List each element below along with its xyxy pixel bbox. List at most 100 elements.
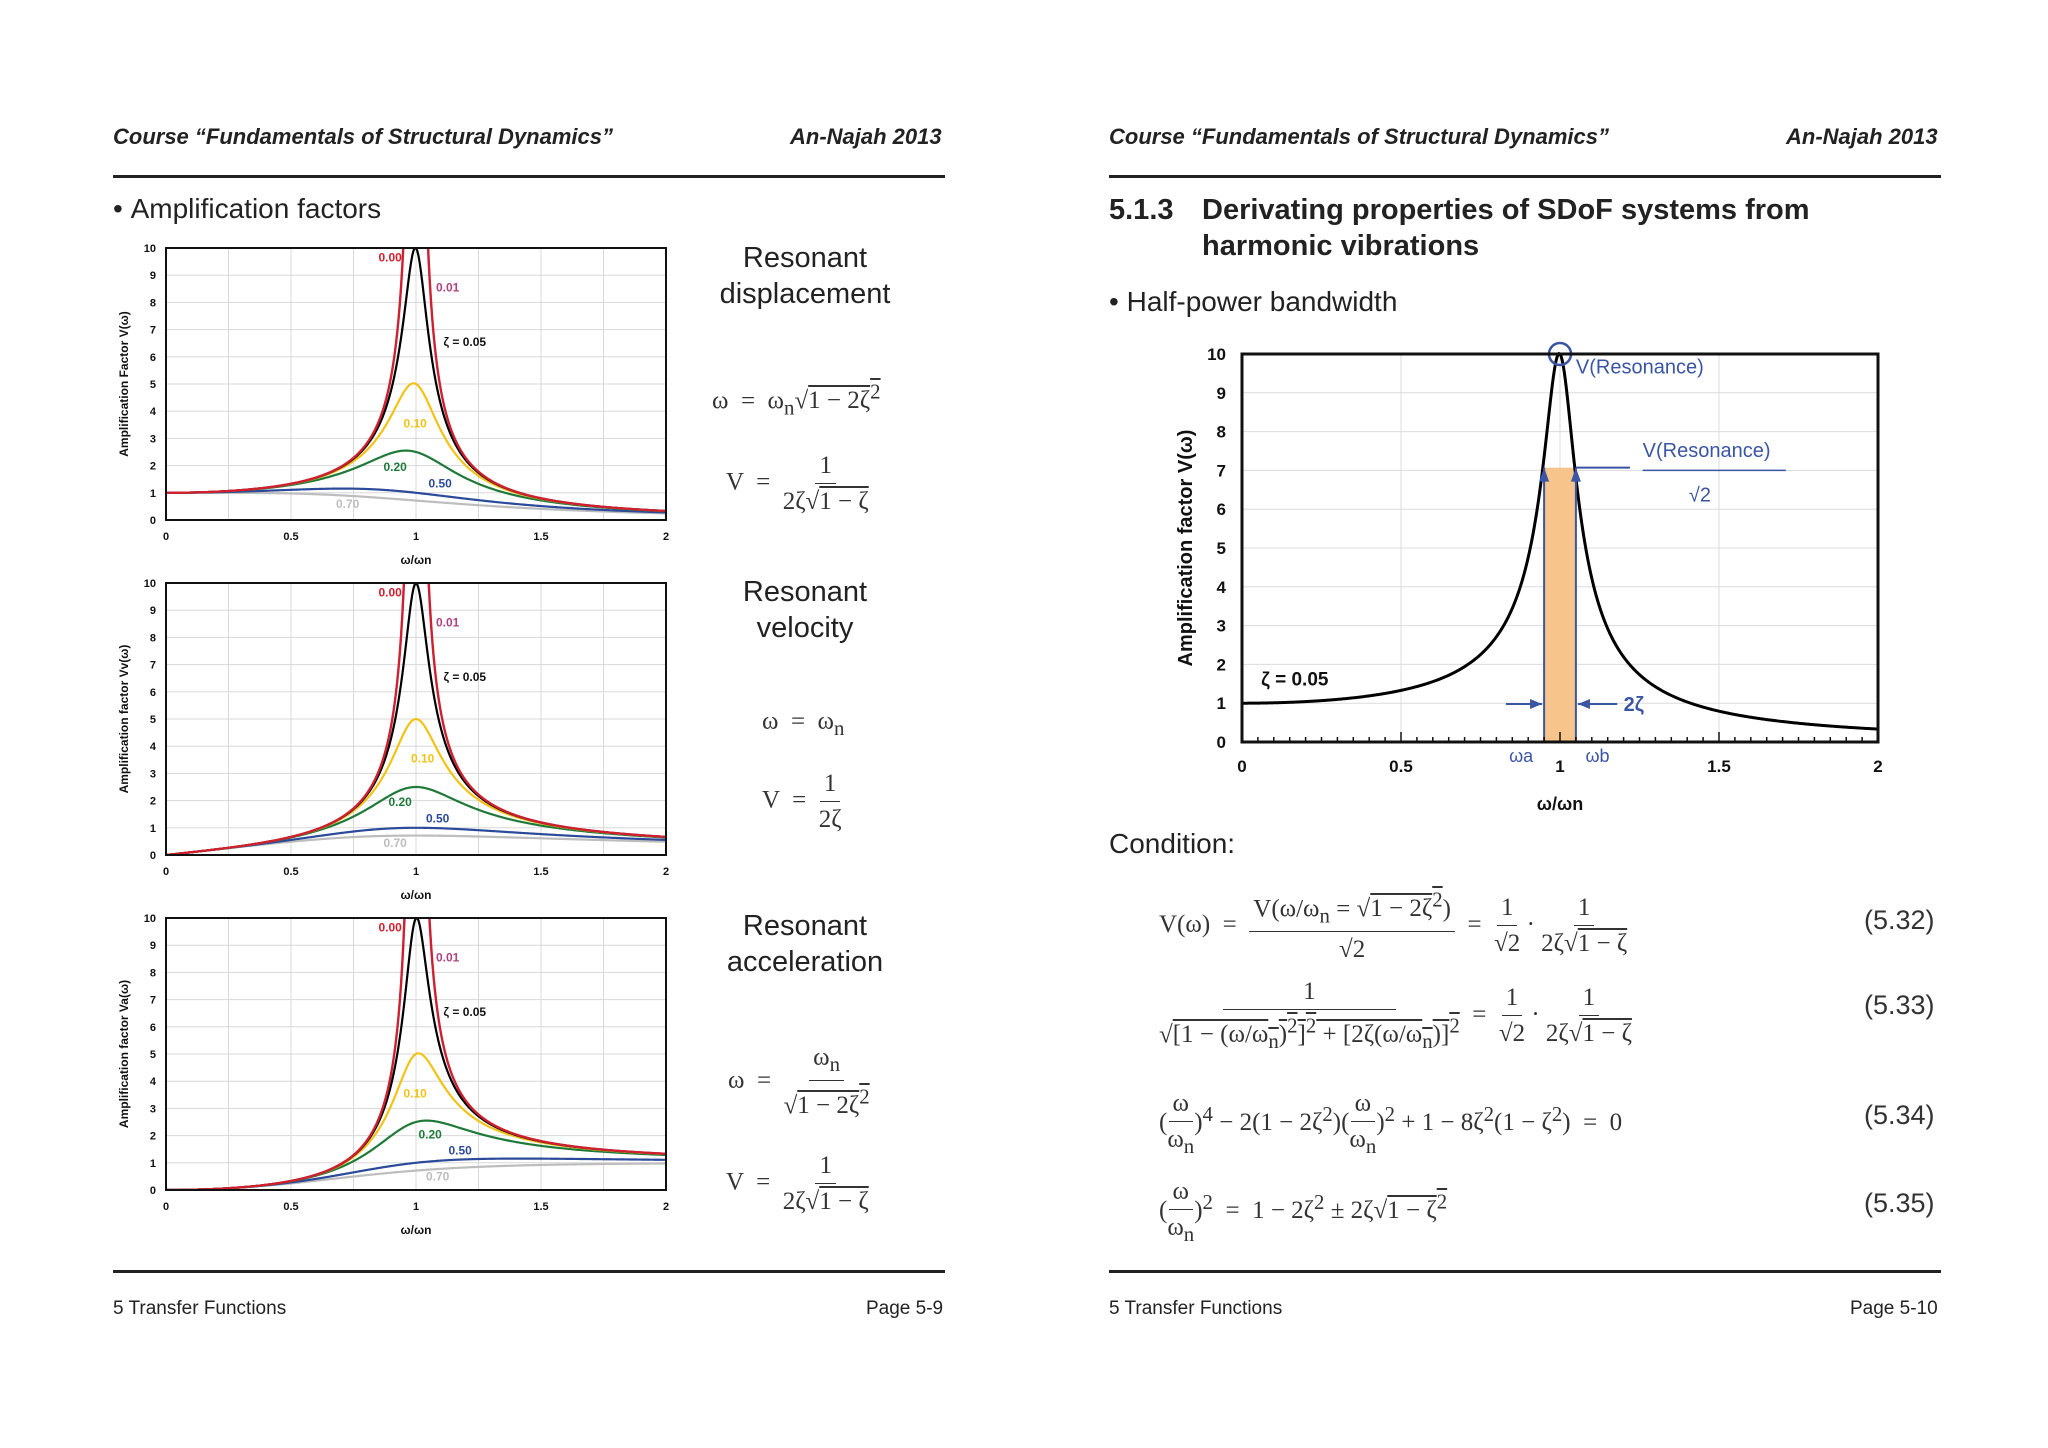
left-page: Course “Fundamentals of Structural Dynam… xyxy=(113,124,945,1319)
damping-label: 0.70 xyxy=(336,497,360,511)
arrow-head xyxy=(1539,467,1550,482)
eq-5-33: 1 √[1 − (ω/ωn)2]2 + [2ζ(ω/ωn)]2 = 1 √2 · 1… xyxy=(1159,978,1632,1054)
y-tick-label: 4 xyxy=(150,741,157,753)
eq-number-5-33: (5.33) xyxy=(1864,990,1935,1020)
damping-label: 0.20 xyxy=(389,795,413,809)
damping-label: 0.01 xyxy=(436,281,460,295)
y-tick-label: 2 xyxy=(150,1131,156,1143)
damping-label: 0.00 xyxy=(379,251,403,265)
right-header-right: An-Najah 2013 xyxy=(1786,124,1938,149)
y-tick-label: 2 xyxy=(1217,655,1226,674)
eq-5-35: (ω ωn)2 = 1 − 2ζ2 ± 2ζ√1 − ζ2 xyxy=(1159,1178,1448,1246)
y-tick-label: 8 xyxy=(150,967,156,979)
x-tick-label: 0.5 xyxy=(1389,757,1413,776)
y-tick-label: 0 xyxy=(150,1185,156,1197)
eq-number-5-32: (5.32) xyxy=(1864,905,1935,935)
right-footer-right: Page 5-10 xyxy=(1850,1298,1938,1319)
y-axis-label: Amplification Factor V(ω) xyxy=(117,311,131,456)
series-line-zeta-0.7 xyxy=(166,491,666,515)
y-tick-label: 10 xyxy=(144,243,156,255)
damping-label: ζ = 0.05 xyxy=(444,1005,487,1019)
x-tick-label: 0.5 xyxy=(283,531,298,543)
y-tick-label: 5 xyxy=(150,714,156,726)
left-footer-right: Page 5-9 xyxy=(866,1298,944,1319)
omega-a-label: ωa xyxy=(1509,746,1534,766)
label-acceleration-line1: Resonant xyxy=(742,910,868,942)
right-header-title: Course “Fundamentals of Structural Dynam… xyxy=(1109,124,1609,149)
y-tick-label: 0 xyxy=(150,515,156,527)
y-tick-label: 0 xyxy=(150,850,156,862)
damping-label: 0.20 xyxy=(384,460,408,474)
bandwidth-label: 2ζ xyxy=(1624,694,1644,716)
damping-label: 0.00 xyxy=(379,586,403,600)
velocity-chart: 0 1 2 3 4 5 6 7 8 9 10 0 0.5 1 1.5 2 ω/ωn Amplification f… xyxy=(117,578,669,902)
x-axis-label: ω/ωn xyxy=(401,553,432,567)
y-axis-label: Amplification factor Va(ω) xyxy=(117,980,131,1128)
right-footer-rule xyxy=(1109,1270,1941,1273)
series-line-zeta-0 xyxy=(166,248,666,513)
y-tick-label: 10 xyxy=(144,578,156,590)
eq-acc-v: V = 1 2ζ√1 − ζ xyxy=(726,1152,869,1215)
y-tick-label: 4 xyxy=(150,1076,157,1088)
left-footer-rule xyxy=(113,1270,945,1273)
label-displacement: Resonant displacement xyxy=(700,240,910,312)
y-tick-label: 3 xyxy=(150,433,156,445)
eq-disp-omega: ω = ωn√1 − 2ζ2 xyxy=(712,380,881,420)
x-axis-label: ω/ωn xyxy=(1537,794,1583,814)
left-bullet-text: Amplification factors xyxy=(130,193,382,224)
left-header-title: Course “Fundamentals of Structural Dynam… xyxy=(113,124,613,149)
damping-label: 0.50 xyxy=(449,1144,473,1158)
y-tick-label: 4 xyxy=(1217,578,1227,597)
y-tick-label: 0 xyxy=(1217,733,1226,752)
eq-vel-omega: ω = ωn xyxy=(762,708,845,740)
y-tick-label: 10 xyxy=(1207,345,1226,364)
y-tick-label: 1 xyxy=(1217,694,1226,713)
y-tick-label: 5 xyxy=(150,379,156,391)
y-tick-label: 9 xyxy=(150,940,156,952)
x-tick-label: 2 xyxy=(663,866,669,878)
half-power-chart: 0 1 2 3 4 5 6 7 8 9 10 0 0.5 1 1.5 2 ω/ωn Amplification f… xyxy=(1175,341,1883,814)
y-tick-label: 7 xyxy=(150,995,156,1007)
y-tick-label: 1 xyxy=(150,1158,156,1170)
x-tick-label: 0 xyxy=(163,866,169,878)
right-bullet-text: Half-power bandwidth xyxy=(1126,286,1398,317)
y-tick-label: 7 xyxy=(150,325,156,337)
series-line-zeta-0 xyxy=(166,583,666,855)
resonance-label: V(Resonance) xyxy=(1576,356,1704,378)
y-tick-label: 1 xyxy=(150,823,156,835)
x-axis-label: ω/ωn xyxy=(401,1223,432,1237)
damping-label: 0.20 xyxy=(419,1127,443,1141)
omega-b-label: ωb xyxy=(1585,746,1609,766)
y-tick-label: 2 xyxy=(150,461,156,473)
y-tick-label: 5 xyxy=(1217,539,1226,558)
damping-label: 0.10 xyxy=(404,417,428,431)
right-bullet: • Half-power bandwidth xyxy=(1109,286,1398,317)
damping-label: 0.01 xyxy=(436,951,460,965)
y-tick-label: 3 xyxy=(1217,617,1226,636)
y-tick-label: 9 xyxy=(1217,384,1226,403)
x-tick-label: 2 xyxy=(1873,757,1882,776)
condition-label: Condition: xyxy=(1109,828,1236,859)
y-tick-label: 7 xyxy=(1217,461,1226,480)
eq-number-5-35: (5.35) xyxy=(1864,1188,1935,1218)
y-tick-label: 8 xyxy=(150,297,156,309)
right-header-rule xyxy=(1109,175,1941,178)
damping-label: 0.01 xyxy=(436,616,460,630)
label-velocity: Resonant velocity xyxy=(700,574,910,646)
y-tick-label: 9 xyxy=(150,270,156,282)
eq-disp-v: V = 1 2ζ√1 − ζ xyxy=(726,452,869,515)
arrow-head xyxy=(1577,698,1590,709)
label-displacement-line2: displacement xyxy=(719,278,891,310)
left-footer-left: 5 Transfer Functions xyxy=(113,1298,287,1319)
eq-vel-v: V = 1 2ζ xyxy=(762,770,842,833)
x-tick-label: 1 xyxy=(413,1201,419,1213)
y-tick-label: 8 xyxy=(1217,423,1226,442)
damping-label: ζ = 0.05 xyxy=(444,335,487,349)
x-tick-label: 1.5 xyxy=(533,1201,548,1213)
section-number: 5.1.3 xyxy=(1109,194,1174,226)
y-tick-label: 3 xyxy=(150,768,156,780)
y-tick-label: 4 xyxy=(150,406,157,418)
eq-5-34: (ω ωn)4 − 2(1 − 2ζ2)(ω ωn)2 + 1 − 8ζ2(1 − … xyxy=(1159,1090,1623,1158)
series-group xyxy=(166,583,666,855)
eq-number-5-34: (5.34) xyxy=(1864,1100,1935,1130)
